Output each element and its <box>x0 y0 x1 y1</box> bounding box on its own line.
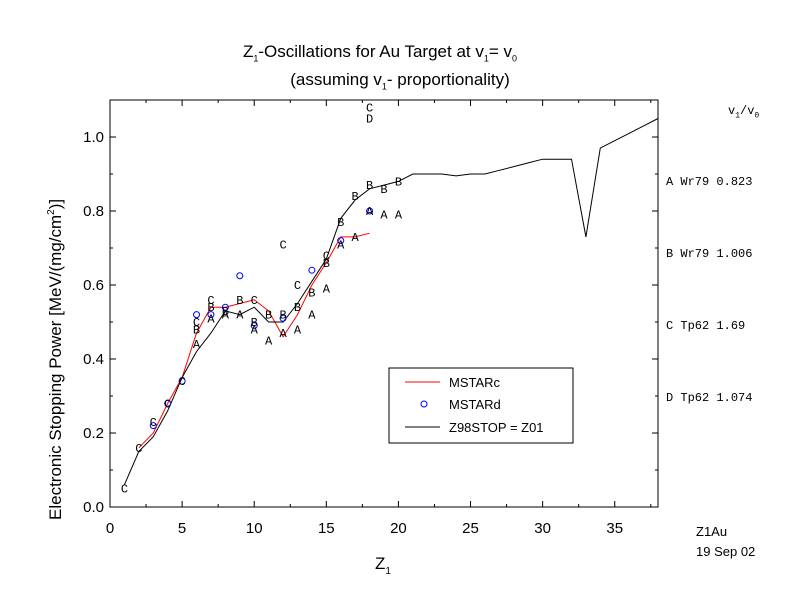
series-line-mstarc <box>138 232 370 449</box>
letter-point-a: A <box>308 309 316 323</box>
mstard-marker <box>193 311 201 319</box>
mstard-marker <box>164 399 172 407</box>
legend-swatch-mstard <box>420 400 428 408</box>
side-legend-header: v1/v0 <box>728 104 760 121</box>
letter-point-c: C <box>294 279 301 293</box>
legend: MSTARc MSTARd Z98STOP = Z01 <box>388 367 574 444</box>
letter-point-c: C <box>179 375 186 389</box>
mstard-marker <box>236 272 244 280</box>
letter-point-b: B <box>265 309 272 323</box>
letter-point-b: B <box>323 257 330 271</box>
y-tick-label: 1.0 <box>83 129 104 146</box>
letter-point-a: A <box>380 209 388 223</box>
letter-point-c: C <box>193 316 200 330</box>
letter-point-b: B <box>236 294 243 308</box>
letter-point-a: A <box>207 312 215 326</box>
mstard-marker <box>149 422 157 430</box>
series-markers <box>149 207 374 430</box>
plot-frame <box>109 99 659 508</box>
letter-point-c: C <box>135 442 142 456</box>
x-tick-label: 5 <box>178 520 186 537</box>
letter-point-b: B <box>380 183 387 197</box>
letter-point-a: A <box>337 238 345 252</box>
plot-border <box>109 99 659 508</box>
side-legend-row: A Wr79 0.823 <box>666 175 753 189</box>
footer-date: 19 Sep 02 <box>696 544 756 559</box>
letter-point-c: C <box>323 249 330 263</box>
legend-label-z98stop: Z98STOP = Z01 <box>449 420 544 435</box>
letter-point-c: C <box>251 294 258 308</box>
side-legend-row: C Tp62 1.69 <box>666 319 746 333</box>
x-tick-label: 0 <box>106 520 114 537</box>
letter-point-b: B <box>352 190 359 204</box>
x-axis-label: Z1 <box>375 554 391 577</box>
x-tick-label: 20 <box>390 520 407 537</box>
x-tick-label: 10 <box>246 520 263 537</box>
letter-point-b: B <box>222 305 229 319</box>
side-legend-row: B Wr79 1.006 <box>666 247 753 261</box>
letter-point-a: A <box>236 309 244 323</box>
mstard-marker <box>366 207 374 215</box>
letter-point-b: B <box>279 309 286 323</box>
letter-point-c: C <box>150 416 157 430</box>
y-axis-label: Electronic Stopping Power [MeV/(mg/cm2)] <box>46 199 65 520</box>
mstard-marker <box>221 303 229 311</box>
legend-label-mstard: MSTARd <box>449 397 501 412</box>
x-tick-label: 15 <box>318 520 335 537</box>
y-tick-label: 0.6 <box>83 277 104 294</box>
letter-point-c: C <box>164 397 171 411</box>
legend-box <box>388 367 574 444</box>
letter-point-b: B <box>251 316 258 330</box>
side-legend: v1/v0 A Wr79 0.823 B Wr79 1.006 C Tp62 1… <box>666 104 759 458</box>
letter-point-b: B <box>308 286 315 300</box>
letter-point-a: A <box>193 338 201 352</box>
letter-point-b: B <box>207 301 214 315</box>
series-line-z98stop <box>123 118 659 485</box>
mstard-marker <box>250 322 258 330</box>
side-legend-row: D Tp62 1.074 <box>666 391 753 405</box>
mstard-marker <box>178 377 186 385</box>
footer-id: Z1Au <box>696 524 728 539</box>
letter-point-a: A <box>279 327 287 341</box>
letter-point-b: B <box>193 323 200 337</box>
letter-point-c: C <box>121 483 128 497</box>
x-tick-label: 30 <box>534 520 551 537</box>
y-tick-label: 0.8 <box>83 203 104 220</box>
mstard-marker <box>279 314 287 322</box>
chart-title-line2: (assuming v1- proportionality) <box>290 70 510 92</box>
letter-point-d: D <box>366 113 373 127</box>
letter-point-c: C <box>279 238 286 252</box>
letter-point-b: B <box>395 175 402 189</box>
letter-point-b: B <box>366 179 373 193</box>
y-tick-label: 0.4 <box>83 351 104 368</box>
letter-point-a: A <box>395 209 403 223</box>
y-tick-label: 0.2 <box>83 425 104 442</box>
letter-point-a: A <box>222 309 230 323</box>
letter-point-a: A <box>294 323 302 337</box>
axis-ticks <box>109 99 658 508</box>
legend-label-mstarc: MSTARc <box>449 375 501 390</box>
mstard-marker <box>308 266 316 274</box>
axis-tick-labels: 0 5 10 15 20 25 30 35 0.0 0.2 0.4 0.6 0.8 1.0 <box>83 129 623 537</box>
x-tick-label: 35 <box>606 520 623 537</box>
letter-point-a: A <box>352 231 360 245</box>
letter-point-a: A <box>265 335 273 349</box>
mstard-marker <box>337 237 345 245</box>
mstard-marker <box>207 311 215 319</box>
letter-point-c: C <box>207 294 214 308</box>
letter-point-a: A <box>366 205 374 219</box>
y-tick-label: 0.0 <box>83 499 104 516</box>
letter-point-a: A <box>251 323 259 337</box>
letter-point-b: B <box>337 216 344 230</box>
series-lines <box>123 118 659 485</box>
letter-point-b: B <box>294 301 301 315</box>
chart-title-line1: Z1-Oscillations for Au Target at v1= v0 <box>242 42 518 64</box>
letter-point-c: C <box>366 101 373 115</box>
x-tick-label: 25 <box>462 520 479 537</box>
side-legend-rows: A Wr79 0.823 B Wr79 1.006 C Tp62 1.69 D … <box>666 122 759 458</box>
letter-point-a: A <box>323 283 331 297</box>
